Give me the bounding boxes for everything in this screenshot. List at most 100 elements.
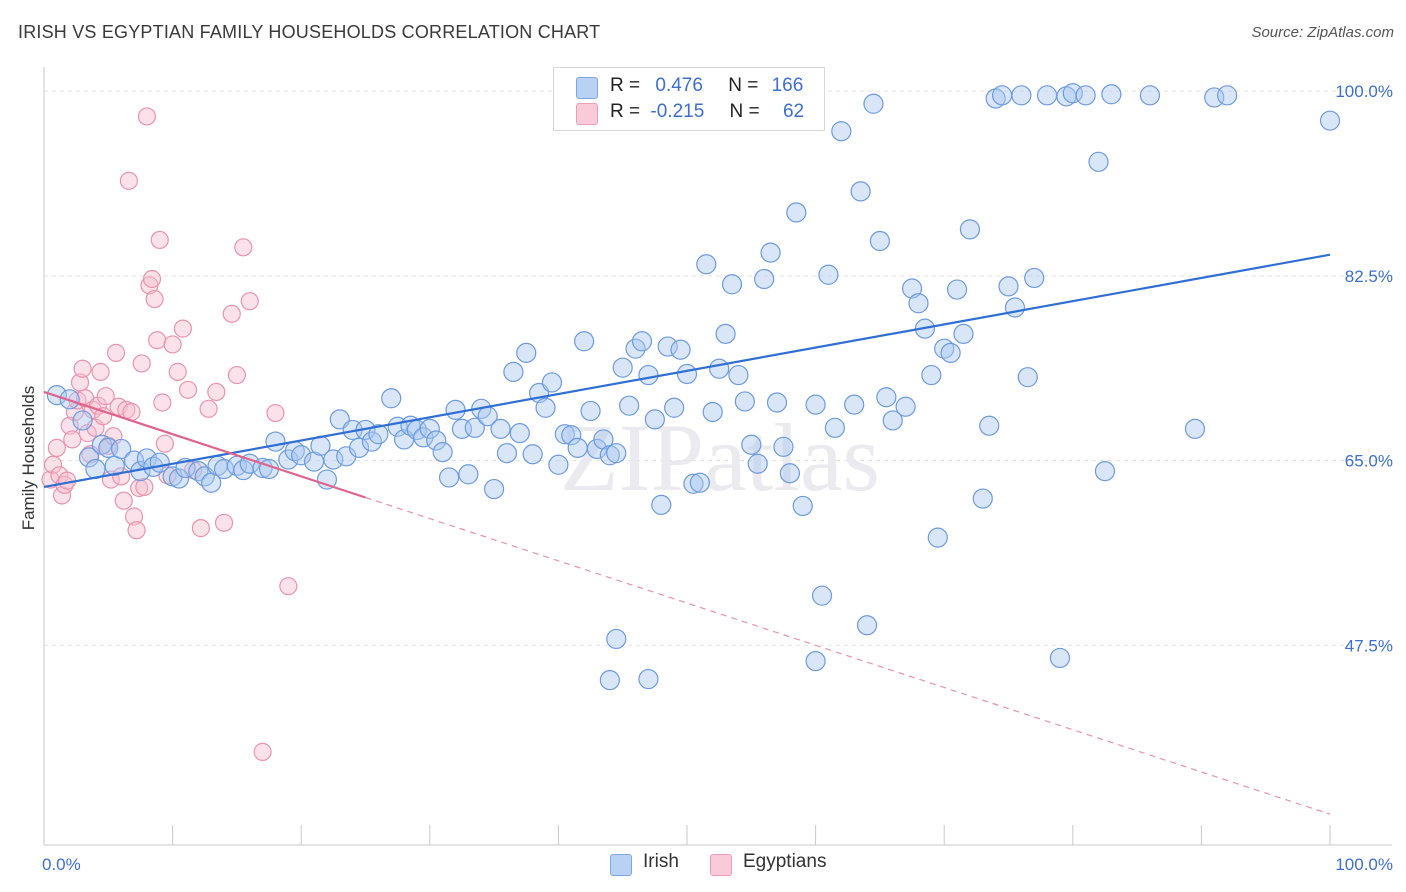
irish-point [670,339,691,360]
irish-point [348,437,370,458]
irish-point [844,394,865,415]
irish-point [381,388,402,409]
tick-labels: 47.5% 65.0% 82.5% 100.0% 0.0% 100.0% [42,82,1393,874]
irish-point [831,121,852,142]
egyptians-legend-swatch [710,854,732,876]
irish-point [773,436,794,457]
r-value: 0.476 [655,75,703,96]
irish-point [940,342,961,363]
irish-point [1319,110,1341,131]
irish-point [554,424,575,445]
egyptians-point [153,393,172,412]
irish-point [1004,297,1026,318]
legend-egyptians-text: R = -0.215 N = 62 [610,101,804,123]
irish-point [721,274,743,295]
irish-point [638,668,659,690]
irish-legend-swatch [610,854,632,876]
irish-point [734,391,755,412]
irish-point [606,628,627,650]
egyptians-point [73,359,92,378]
irish-point [432,442,453,463]
irish-point [419,418,440,439]
y-tick-label: 47.5% [1345,636,1393,655]
irish-point [496,443,518,464]
egyptians-point [150,230,169,250]
irish-point [728,364,749,386]
r-value: -0.215 [650,101,705,122]
legend-irish-text: R = 0.476 N = 166 [610,75,803,97]
irish-point [927,527,948,548]
irish-point [805,651,826,672]
egyptians-point [240,292,259,311]
egyptians-trend-line [43,390,366,499]
egyptians-point [114,491,133,510]
egyptians-point [227,365,246,385]
irish-point [1062,83,1083,104]
irish-point [702,401,723,423]
irish-point [1011,85,1032,106]
irish-point [946,279,968,300]
irish-point [458,464,479,485]
irish-point [1139,85,1161,106]
irish-point [72,410,93,431]
irish-point [606,443,627,464]
egyptians-point [155,434,174,453]
irish-point [741,434,762,455]
irish-point [644,409,665,430]
irish-point [805,394,826,415]
irish-point [824,417,845,438]
irish-point [445,399,466,420]
trend-lines [43,253,1331,815]
egyptians-point [191,519,210,538]
egyptians-point [63,430,82,449]
egyptians-point [234,238,253,257]
irish-point [895,396,916,417]
irish-point [426,430,447,451]
irish-point [979,415,1000,436]
egyptians-point [43,455,63,474]
irish-point [1088,151,1109,172]
irish-point [792,495,813,517]
x-tick-label: 100.0% [1335,855,1393,874]
irish-point [612,357,633,378]
egyptians-trend-extension [365,496,1331,815]
irish-point [1049,647,1071,669]
y-axis-label: Family Households [19,386,38,531]
irish-point [709,358,730,379]
irish-point [464,417,485,438]
n-value: 166 [771,75,804,96]
egyptians-point [142,269,162,289]
irish-point [484,478,505,500]
irish-point [850,181,871,202]
irish-point [676,363,698,385]
egyptians-point [145,289,164,309]
correlation-legend: R = 0.476 N = 166 R = -0.215 N = 62 [553,67,825,131]
irish-point [516,342,537,363]
egyptians-point [279,577,298,596]
irish-point [747,453,768,474]
irish-point [998,276,1019,297]
egyptians-point [60,416,79,435]
irish-point [972,488,993,509]
irish-point [1075,85,1096,106]
irish-point [959,219,981,240]
irish-point [953,323,974,344]
n-label: N = [729,101,760,122]
egyptians-point [124,507,144,526]
n-value: 62 [782,101,805,122]
irish-point [522,444,543,465]
irish-point [168,468,190,489]
egyptians-point [199,399,218,418]
irish-point [265,431,286,452]
r-label: R = [610,101,641,122]
egyptians-point [119,171,138,190]
irish-point [619,395,640,416]
irish-point [535,397,556,418]
irish-point [580,400,601,422]
irish-trend-line [43,253,1331,489]
irish-point [786,202,807,223]
irish-point [111,438,132,460]
irish-point [696,254,717,275]
irish-point [811,585,833,606]
egyptians-points [41,107,298,761]
